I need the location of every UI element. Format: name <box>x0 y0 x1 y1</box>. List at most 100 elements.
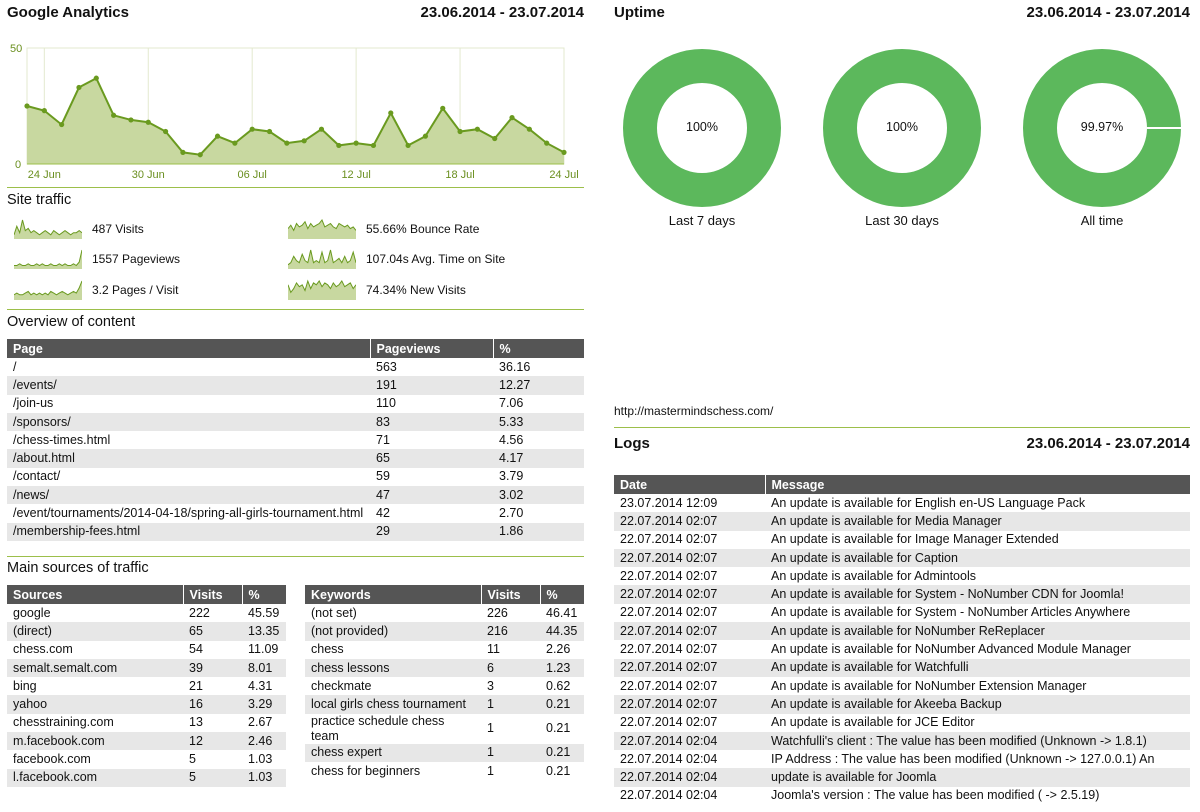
table-cell: An update is available for NoNumber Exte… <box>771 678 1087 693</box>
overview-table: Page Pageviews% / 563 36.16/events/191 12.27… <box>7 339 584 541</box>
table-cell: 5.33 <box>493 412 584 432</box>
table-cell: 1 <box>487 763 494 778</box>
table-cell: 22.07.2014 02:07 <box>620 605 718 620</box>
uptime-percentage: 100% <box>686 120 718 134</box>
visits-point <box>336 142 342 149</box>
table-cell: 1 <box>487 721 494 736</box>
table-cell: An update is available for Media Manager <box>765 512 1190 531</box>
table-cell: 5 <box>183 768 242 787</box>
divider <box>7 309 584 310</box>
table-cell: An update is available for JCE Editor <box>771 715 975 730</box>
table-cell: /contact/ <box>13 469 61 484</box>
table-row: chesstraining.com 13 2.67 <box>7 714 286 732</box>
uptime-percentage: 99.97% <box>1080 120 1124 134</box>
column-header: % <box>242 585 286 604</box>
visits-point <box>301 138 307 144</box>
table-cell: chess.com <box>13 642 73 657</box>
visits-point <box>93 75 99 81</box>
table-cell: 4.31 <box>248 678 273 693</box>
table-cell: 23.07.2014 12:09 <box>620 495 718 510</box>
table-cell: IP Address : The value has been modified… <box>771 751 1155 766</box>
table-cell: 3.79 <box>499 469 524 484</box>
table-row: 22.07.2014 02:07 An update is available f… <box>614 677 1190 695</box>
table-cell: 4.56 <box>499 432 524 447</box>
table-row: bing 21 4.31 <box>7 677 286 695</box>
uptime-period-label: Last 7 days <box>668 213 736 228</box>
table-cell: 3.29 <box>242 695 286 714</box>
table-cell: An update is available for Admintools <box>771 568 976 583</box>
table-row: /about.html 65 4.17 <box>7 449 584 468</box>
site-traffic-stat: 55.66% Bounce Rate <box>288 218 479 240</box>
table-cell: chesstraining.com <box>13 715 114 730</box>
table-cell: 59 <box>376 469 390 484</box>
stat-label: 487 Visits <box>92 222 144 236</box>
sparkline <box>288 279 356 300</box>
table-cell: 22.07.2014 02:07 <box>614 512 765 531</box>
table-row: (not set) 226 46.41 <box>305 604 584 622</box>
visits-line <box>26 76 565 156</box>
table-row: m.facebook.com 12 2.46 <box>7 732 286 751</box>
table-row: 22.07.2014 02:04 IP Address : The value h… <box>614 750 1190 768</box>
table-cell: 21 <box>189 678 203 693</box>
uptime-period-label: Last 30 days <box>865 213 939 228</box>
table-cell: 0.21 <box>540 695 584 714</box>
table-cell: An update is available for System - NoNu… <box>771 605 1131 620</box>
sparkline-area <box>14 281 82 300</box>
stat-label: 107.04s Avg. Time on Site <box>366 252 506 266</box>
table-cell: 1 <box>481 695 540 714</box>
table-row: facebook.com 5 1.03 <box>7 750 286 768</box>
y-tick-label: 0 <box>15 159 21 171</box>
x-tick-label: 18 Jul <box>445 169 474 181</box>
table-row: checkmate 3 0.62 <box>305 677 584 695</box>
table-cell: 65 <box>370 449 493 468</box>
divider <box>614 427 1190 428</box>
table-cell: 22.07.2014 02:07 <box>620 715 718 730</box>
table-cell: 0.21 <box>546 721 571 736</box>
visits-point <box>76 84 82 91</box>
table-row: yahoo 16 3.29 <box>7 695 286 714</box>
table-cell: 39 <box>183 658 242 678</box>
ga-title: Google Analytics <box>7 4 129 21</box>
table-cell: checkmate <box>311 678 372 693</box>
table-cell: 13.35 <box>242 622 286 641</box>
visits-point <box>214 133 221 139</box>
x-tick-label: 06 Jul <box>238 169 267 181</box>
sparkline-line <box>14 249 82 267</box>
table-cell: 226 <box>487 605 508 620</box>
column-header: Sources <box>7 585 184 604</box>
table-cell: 22.07.2014 02:07 <box>614 548 765 568</box>
column-header: Message <box>765 475 1190 494</box>
site-traffic-stat: 1557 Pageviews <box>14 248 180 270</box>
table-cell: chess expert <box>305 743 481 763</box>
column-header: % <box>540 585 584 604</box>
table-row: 22.07.2014 02:07 An update is available f… <box>614 604 1190 622</box>
table-row: chess expert 1 0.21 <box>305 743 584 763</box>
column-header: Date <box>614 475 766 494</box>
table-cell: /chess-times.html <box>13 432 111 447</box>
x-tick-label: 12 Jul <box>341 169 370 181</box>
table-cell: An update is available for English en-US… <box>771 495 1086 510</box>
sparkline-area <box>288 220 356 239</box>
visits-point <box>197 152 203 158</box>
table-cell: Joomla's version : The value has been mo… <box>771 788 1100 803</box>
sources-title: Main sources of traffic <box>7 560 149 576</box>
table-cell: 22.07.2014 02:07 <box>614 658 765 677</box>
x-tick-label: 24 Jul <box>549 169 578 181</box>
visits-point <box>284 140 290 146</box>
site-traffic-stat: 487 Visits <box>14 218 144 240</box>
stat-label: 3.2 Pages / Visit <box>92 283 179 297</box>
table-row: chess lessons 6 1.23 <box>305 658 584 678</box>
table-row: /chess-times.html 71 4.56 <box>7 431 584 449</box>
logs-table: Date Message 23.07.2014 12:09 An update is… <box>614 475 1190 805</box>
table-cell: 22.07.2014 02:07 <box>620 678 718 693</box>
table-cell: 8.01 <box>242 658 286 678</box>
table-cell: 3 <box>487 678 494 693</box>
visits-point <box>145 119 151 125</box>
table-row: 22.07.2014 02:07 An update is available f… <box>614 658 1190 677</box>
table-cell: An update is available for Image Manager… <box>771 532 1059 547</box>
table-cell: 45.59 <box>248 605 280 620</box>
table-cell: 2.67 <box>248 715 273 730</box>
visits-point <box>266 128 273 135</box>
sparkline-line <box>14 219 82 236</box>
table-cell: 22.07.2014 02:04 <box>620 751 718 766</box>
